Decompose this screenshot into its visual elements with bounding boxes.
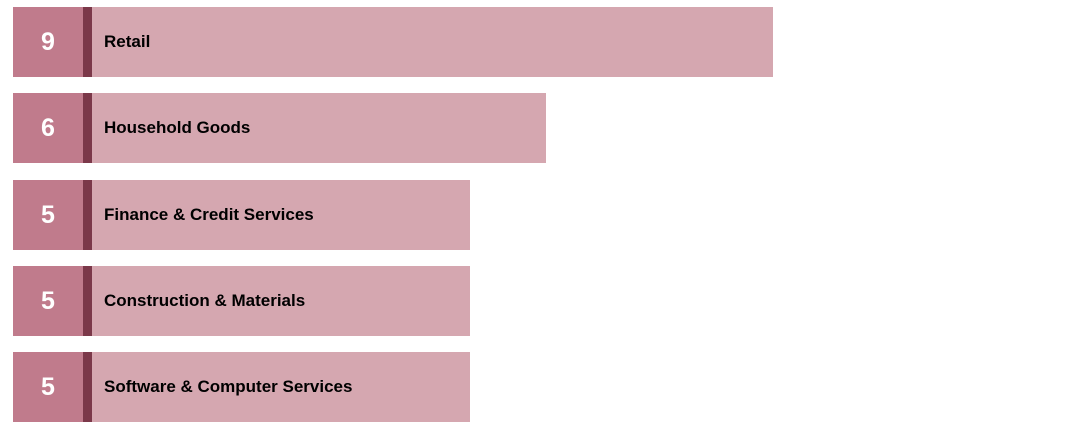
value-label: 5 [13, 266, 83, 336]
bar-divider [83, 93, 92, 163]
bar-row: 5 Construction & Materials [13, 266, 470, 336]
value-label: 5 [13, 352, 83, 422]
value-label: 9 [13, 7, 83, 77]
bar-row: 6 Household Goods [13, 93, 546, 163]
bar-row: 5 Software & Computer Services [13, 352, 470, 422]
bar-divider [83, 352, 92, 422]
bar [92, 7, 773, 77]
bar [92, 180, 470, 250]
bar-divider [83, 266, 92, 336]
value-label: 5 [13, 180, 83, 250]
bar [92, 93, 546, 163]
bar-row: 9 Retail [13, 7, 773, 77]
category-label: Finance & Credit Services [104, 205, 314, 224]
bar-divider [83, 180, 92, 250]
bar [92, 266, 470, 336]
category-label: Construction & Materials [104, 291, 306, 310]
category-label: Retail [104, 32, 151, 51]
category-label: Software & Computer Services [104, 377, 353, 396]
category-label: Household Goods [104, 118, 251, 137]
bar [92, 352, 470, 422]
value-label: 6 [13, 93, 83, 163]
bar-divider [83, 7, 92, 77]
bar-row: 5 Finance & Credit Services [13, 180, 470, 250]
